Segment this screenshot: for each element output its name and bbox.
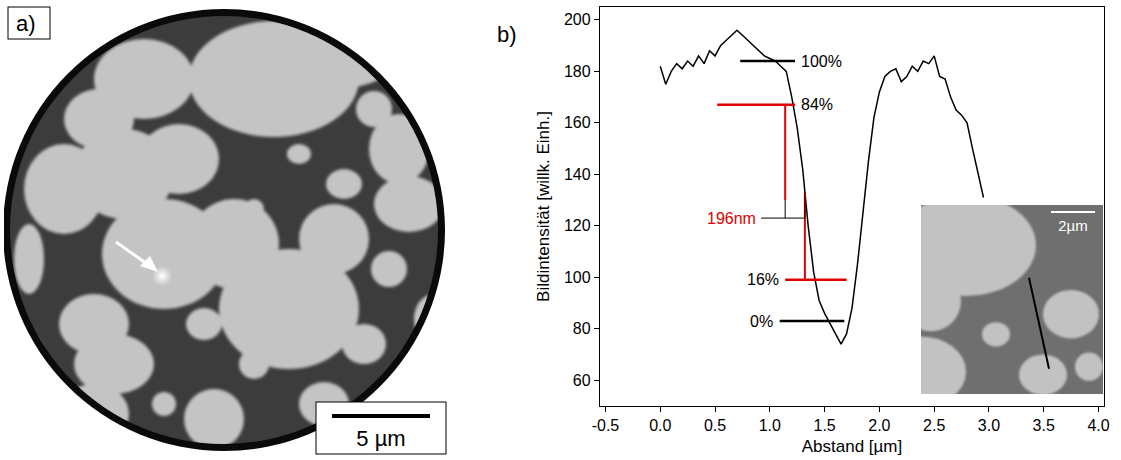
- svg-text:3.0: 3.0: [978, 417, 1000, 434]
- svg-text:0.5: 0.5: [704, 417, 726, 434]
- svg-text:120: 120: [564, 217, 591, 234]
- svg-text:200: 200: [564, 11, 591, 28]
- svg-text:80: 80: [573, 320, 591, 337]
- svg-text:3.5: 3.5: [1033, 417, 1055, 434]
- svg-text:5 µm: 5 µm: [356, 426, 405, 451]
- html-text:b): b): [497, 22, 517, 47]
- svg-text:2.5: 2.5: [923, 417, 945, 434]
- svg-text:0.0: 0.0: [649, 417, 671, 434]
- svg-text:Bildintensität [willk. Einh.]: Bildintensität [willk. Einh.]: [534, 111, 553, 302]
- svg-text:140: 140: [564, 166, 591, 183]
- svg-text:1.5: 1.5: [813, 417, 835, 434]
- svg-text:196nm: 196nm: [707, 210, 756, 227]
- svg-text:2µm: 2µm: [1058, 217, 1087, 234]
- svg-text:100%: 100%: [801, 53, 842, 70]
- svg-text:1.0: 1.0: [759, 417, 781, 434]
- svg-text:0%: 0%: [750, 313, 773, 330]
- svg-text:100: 100: [564, 269, 591, 286]
- svg-text:4.0: 4.0: [1087, 417, 1109, 434]
- svg-text:Abstand [µm]: Abstand [µm]: [802, 437, 903, 456]
- svg-text:84%: 84%: [801, 96, 833, 113]
- svg-text:60: 60: [573, 372, 591, 389]
- svg-text:16%: 16%: [747, 271, 779, 288]
- svg-text:2.0: 2.0: [868, 417, 890, 434]
- svg-text:160: 160: [564, 114, 591, 131]
- svg-text:a): a): [16, 11, 36, 36]
- svg-text:180: 180: [564, 63, 591, 80]
- svg-text:-0.5: -0.5: [592, 417, 620, 434]
